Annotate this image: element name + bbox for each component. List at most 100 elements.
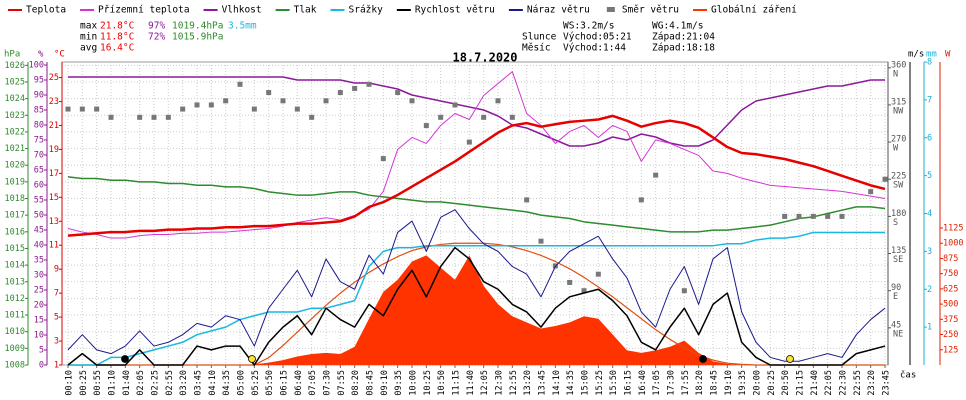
direction-point: [337, 90, 343, 96]
y-tick-label: 1011: [5, 311, 25, 321]
x-tick-label: 22:30: [839, 370, 849, 396]
x-tick-label: 05:00: [237, 370, 247, 396]
direction-point: [681, 288, 687, 294]
series-line: [67, 209, 886, 362]
sun-moon-marker: [786, 355, 794, 363]
direction-point: [825, 213, 831, 219]
y-axis-unit: %: [38, 50, 44, 60]
stat-label: min: [80, 32, 97, 43]
y-tick-label: 1017: [5, 211, 25, 221]
x-tick-label: 06:40: [294, 370, 304, 396]
y-tick-dir: N: [893, 69, 898, 79]
y-tick-label: 1015: [5, 244, 25, 254]
x-tick-label: 20:25: [767, 370, 777, 396]
direction-point: [452, 102, 458, 108]
legend-label: Tlak: [294, 5, 317, 16]
y-tick-label: 1021: [5, 144, 25, 154]
y-tick-label: 15: [49, 193, 59, 203]
direction-point: [409, 98, 415, 104]
x-tick-label: 07:55: [337, 370, 347, 396]
x-tick-label: 20:00: [753, 370, 763, 396]
legend-label: Přízemní teplota: [98, 5, 190, 16]
y-tick-label: 2: [927, 285, 932, 295]
y-tick-label: 500: [943, 300, 958, 310]
y-tick-label: 1022: [5, 127, 25, 137]
direction-point: [309, 114, 315, 120]
x-tick-label: 08:20: [351, 370, 361, 396]
x-tick-label: 07:05: [308, 370, 318, 396]
x-tick-label: 22:05: [824, 370, 834, 396]
moon-rise: Východ:1:44: [563, 43, 626, 54]
y-tick-label: 1026: [5, 61, 25, 71]
direction-point: [495, 98, 501, 104]
y-tick-label: 1: [927, 323, 932, 333]
stat-label: max: [80, 21, 97, 32]
series-line: [67, 71, 886, 239]
legend-label: Vlhkost: [222, 5, 262, 16]
sun-moon-marker: [248, 355, 256, 363]
direction-point: [165, 114, 171, 120]
direction-point: [266, 90, 272, 96]
y-tick-label: 1000: [943, 239, 963, 249]
series-line: [67, 114, 886, 237]
x-tick-label: 10:25: [423, 370, 433, 396]
x-tick-label: 14:35: [566, 370, 576, 396]
y-tick-label: 1018: [5, 194, 25, 204]
x-tick-label: 01:40: [122, 370, 132, 396]
y-tick-label: 25: [34, 286, 44, 296]
legend-label: Globální záření: [711, 5, 797, 16]
x-tick-label: 23:45: [882, 370, 892, 396]
y-tick-label: 1010: [5, 327, 25, 337]
x-tick-label: 15:25: [595, 370, 605, 396]
chart-title: 18.7.2020: [452, 51, 517, 65]
y-tick-label: 1013: [5, 277, 25, 287]
direction-point: [882, 176, 888, 182]
y-tick-label: 45: [891, 320, 901, 330]
x-tick-label: 01:10: [108, 370, 118, 396]
y-tick-label: 11: [49, 241, 59, 251]
x-tick-label: 10:50: [437, 370, 447, 396]
stat-humidity: 72%: [148, 32, 165, 43]
direction-point: [466, 139, 472, 145]
direction-point: [509, 114, 515, 120]
sun-set: Západ:21:04: [652, 32, 715, 43]
y-tick-label: 1: [54, 361, 59, 371]
x-tick-label: 11:15: [452, 370, 462, 396]
direction-point: [180, 106, 186, 112]
sun-rise: Východ:05:21: [563, 32, 632, 43]
y-tick-dir: W: [893, 144, 899, 154]
y-tick-label: 375: [943, 315, 958, 325]
stat-label: avg: [80, 43, 97, 54]
y-tick-label: 0: [39, 361, 44, 371]
x-tick-label: 13:20: [523, 370, 533, 396]
y-axis-unit: °C: [54, 50, 65, 60]
x-tick-label: 06:15: [280, 370, 290, 396]
x-tick-label: 02:25: [151, 370, 161, 396]
y-tick-label: 17: [49, 169, 59, 179]
y-axis-unit: hPa: [4, 50, 20, 60]
y-axis-unit: mm: [926, 50, 937, 60]
x-tick-label: 20:50: [781, 370, 791, 396]
x-tick-label: 03:20: [179, 370, 189, 396]
y-tick-label: 50: [34, 211, 44, 221]
y-tick-label: 60: [34, 181, 44, 191]
y-tick-label: 1025: [5, 77, 25, 87]
x-tick-label: 21:40: [810, 370, 820, 396]
series-line: [67, 176, 886, 233]
y-tick-label: 70: [34, 151, 44, 161]
y-tick-dir: SE: [893, 255, 903, 265]
x-tick-label: 09:35: [394, 370, 404, 396]
direction-point: [251, 106, 257, 112]
x-tick-label: 16:40: [638, 370, 648, 396]
y-tick-label: 1008: [5, 361, 25, 371]
y-tick-label: 8: [927, 58, 932, 68]
x-tick-label: 08:45: [366, 370, 376, 396]
direction-point: [438, 114, 444, 120]
stat-pressure: 1019.4hPa: [172, 21, 223, 32]
direction-point: [65, 106, 71, 112]
y-tick-label: 35: [34, 256, 44, 266]
y-tick-label: 10: [34, 331, 44, 341]
x-tick-label: 00:10: [65, 370, 75, 396]
stat-temp: 11.8°C: [100, 32, 134, 43]
